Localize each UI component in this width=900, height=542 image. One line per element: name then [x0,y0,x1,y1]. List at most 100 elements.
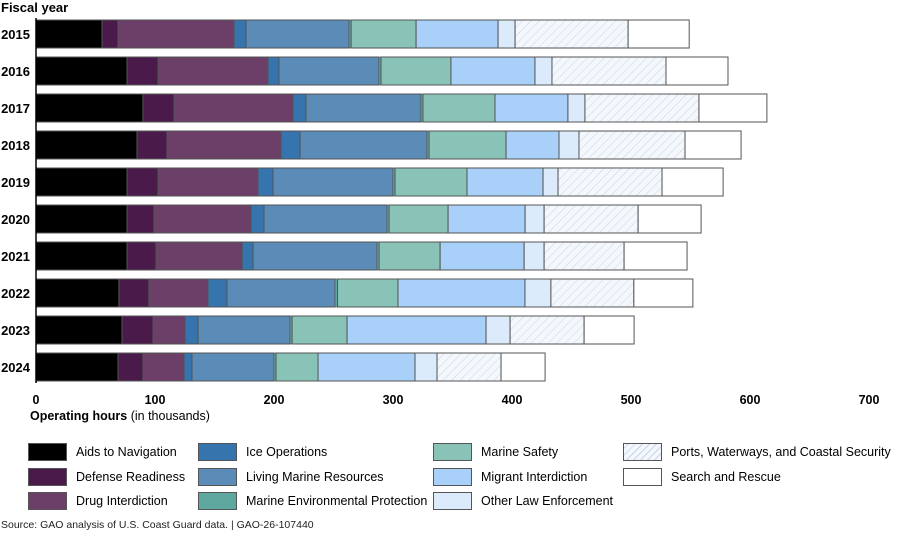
bar-segment-drug-interdiction-2015 [117,19,235,49]
bar-segment-migrant-interdiction-2015 [415,19,499,49]
bar-segment-aids-to-navigation-2022 [35,278,120,308]
bar-segment-other-law-enforcement-2019 [542,167,559,197]
bar-segment-other-law-enforcement-2020 [524,204,545,234]
bar-segment-ice-operations-2017 [292,93,307,123]
y-tick-label-2022: 2022 [1,286,30,301]
legend-item-marine-environmental-protection: Marine Environmental Protection [198,491,427,511]
bar-segment-ports-waterways-and-coastal-security-2018 [578,130,686,160]
bar-segment-migrant-interdiction-2023 [346,315,487,345]
bar-segment-drug-interdiction-2016 [157,56,269,86]
bar-segment-marine-safety-2022 [337,278,399,308]
bar-segment-ports-waterways-and-coastal-security-2020 [543,204,639,234]
bar-segment-other-law-enforcement-2023 [485,315,511,345]
legend-label: Ports, Waterways, and Coastal Security [671,445,891,459]
bar-segment-search-and-rescue-2018 [684,130,742,160]
legend-item-marine-safety: Marine Safety [433,442,558,462]
bar-2017 [35,93,768,123]
bar-segment-aids-to-navigation-2018 [35,130,138,160]
bar-segment-defense-readiness-2015 [101,19,119,49]
bar-segment-aids-to-navigation-2024 [35,352,119,382]
bar-segment-living-marine-resources-2022 [226,278,336,308]
bar-2020 [35,204,702,234]
bar-segment-ports-waterways-and-coastal-security-2021 [543,241,625,271]
bar-segment-ice-operations-2023 [184,315,199,345]
y-tick-label-2020: 2020 [1,212,30,227]
stacked-bar-chart: 2015 2016 2017 2018 2019 2020 2021 2022 2023 2024… [1,18,879,405]
bar-segment-living-marine-resources-2024 [191,352,275,382]
bar-segment-defense-readiness-2023 [121,315,154,345]
bar-segment-marine-safety-2018 [428,130,507,160]
legend-swatch-marine-safety [433,443,472,461]
legend-swatch-ports-waterways-and-coastal-security [623,443,662,461]
legend-item-ports-waterways-and-coastal-security: Ports, Waterways, and Coastal Security [623,442,891,462]
y-tick-label-2021: 2021 [1,249,30,264]
legend-label: Marine Environmental Protection [246,494,428,508]
legend-item-search-and-rescue: Search and Rescue [623,467,781,487]
bar-segment-defense-readiness-2018 [136,130,168,160]
bar-segment-living-marine-resources-2015 [245,19,350,49]
x-tick-label-600: 600 [740,393,761,405]
legend-label: Aids to Navigation [76,445,177,459]
bar-segment-other-law-enforcement-2015 [497,19,516,49]
bar-segment-search-and-rescue-2023 [583,315,635,345]
y-tick-label-2015: 2015 [1,27,30,42]
bar-segment-search-and-rescue-2020 [637,204,702,234]
bar-segment-defense-readiness-2017 [142,93,175,123]
bar-segment-marine-safety-2023 [291,315,348,345]
bar-segment-ports-waterways-and-coastal-security-2019 [557,167,663,197]
bar-segment-ports-waterways-and-coastal-security-2024 [436,352,502,382]
bar-segment-living-marine-resources-2019 [272,167,394,197]
x-tick-label-200: 200 [264,393,285,405]
bar-segment-aids-to-navigation-2015 [35,19,103,49]
bar-segment-marine-safety-2019 [394,167,468,197]
bar-2015 [35,19,690,49]
bar-segment-defense-readiness-2022 [118,278,150,308]
x-tick-label-400: 400 [502,393,523,405]
bar-segment-aids-to-navigation-2016 [35,56,128,86]
bar-2023 [35,315,635,345]
bar-segment-ports-waterways-and-coastal-security-2017 [584,93,700,123]
bar-segment-drug-interdiction-2018 [166,130,282,160]
bar-segment-ice-operations-2018 [280,130,301,160]
legend-label: Defense Readiness [76,470,186,484]
bar-segment-drug-interdiction-2017 [173,93,294,123]
bar-segment-marine-safety-2017 [422,93,496,123]
x-tick-label-500: 500 [621,393,642,405]
bar-segment-ice-operations-2016 [267,56,280,86]
legend-item-aids-to-navigation: Aids to Navigation [28,442,177,462]
bar-segment-search-and-rescue-2017 [698,93,768,123]
y-tick-label-2017: 2017 [1,101,30,116]
x-axis-title: Operating hours (in thousands) [30,409,210,423]
bar-2022 [35,278,694,308]
bar-segment-migrant-interdiction-2020 [447,204,526,234]
bar-segment-other-law-enforcement-2021 [523,241,545,271]
bar-segment-search-and-rescue-2016 [665,56,729,86]
x-tick-label-0: 0 [33,393,40,405]
legend-label: Search and Rescue [671,470,781,484]
legend-item-migrant-interdiction: Migrant Interdiction [433,467,587,487]
legend-swatch-living-marine-resources [198,468,237,486]
legend-label: Ice Operations [246,445,328,459]
bar-segment-search-and-rescue-2021 [623,241,688,271]
bar-segment-migrant-interdiction-2017 [494,93,569,123]
y-tick-label-2023: 2023 [1,323,30,338]
bar-segment-ice-operations-2022 [207,278,228,308]
legend-swatch-aids-to-navigation [28,443,67,461]
bar-segment-drug-interdiction-2019 [157,167,259,197]
bar-segment-aids-to-navigation-2021 [35,241,128,271]
legend-item-drug-interdiction: Drug Interdiction [28,491,168,511]
bar-segment-other-law-enforcement-2017 [567,93,586,123]
bar-2024 [35,352,546,382]
legend-label: Drug Interdiction [76,494,168,508]
bar-segment-migrant-interdiction-2021 [439,241,525,271]
legend-swatch-ice-operations [198,443,237,461]
bar-segment-ice-operations-2019 [257,167,274,197]
legend-item-ice-operations: Ice Operations [198,442,327,462]
bar-segment-search-and-rescue-2015 [627,19,690,49]
bar-segment-ice-operations-2020 [250,204,265,234]
x-axis-title-units: (in thousands) [127,409,210,423]
bar-segment-ports-waterways-and-coastal-security-2022 [550,278,635,308]
bar-segment-living-marine-resources-2016 [278,56,380,86]
legend-label: Living Marine Resources [246,470,384,484]
bar-2019 [35,167,724,197]
